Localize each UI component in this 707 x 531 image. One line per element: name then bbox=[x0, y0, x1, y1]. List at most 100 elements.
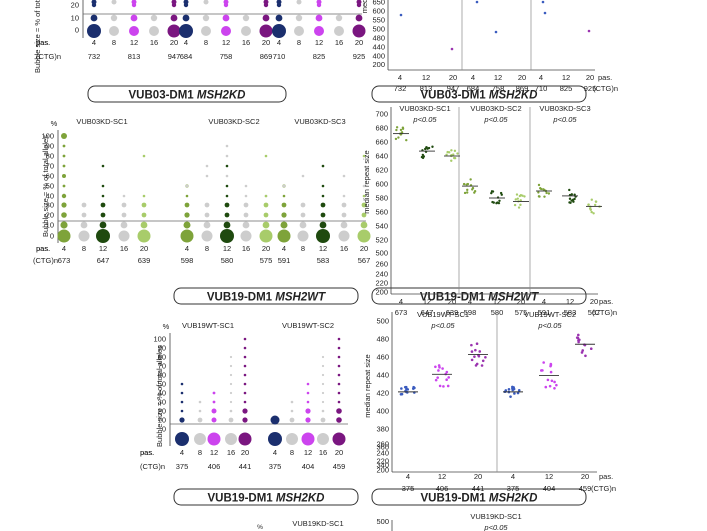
median-point bbox=[394, 137, 398, 141]
bubble-dot bbox=[295, 14, 303, 22]
median-point bbox=[473, 355, 476, 358]
bubble-dot bbox=[204, 212, 210, 218]
bubble-dot bbox=[262, 221, 270, 229]
bubble-dot bbox=[263, 212, 269, 218]
banner-line: VUB03-DM1 bbox=[421, 90, 489, 102]
ctg-value: 647 bbox=[97, 256, 110, 265]
bubble-dot bbox=[225, 184, 229, 188]
median-point bbox=[465, 183, 468, 186]
median-point bbox=[450, 159, 453, 162]
median-ytick: 640 bbox=[375, 152, 388, 161]
median-point bbox=[555, 383, 558, 387]
median-point bbox=[462, 182, 466, 186]
passage-label: 12 bbox=[223, 244, 231, 253]
median-point bbox=[445, 153, 448, 156]
bubble-dot bbox=[179, 417, 185, 423]
bubble-dot bbox=[337, 382, 341, 386]
bubble-dot bbox=[80, 221, 88, 229]
bubble-dot bbox=[315, 14, 323, 22]
median-ytick: 260 bbox=[375, 260, 388, 269]
bubble-dot bbox=[171, 2, 177, 8]
bubble-dot bbox=[264, 194, 268, 198]
bubble-ytick: 0 bbox=[50, 232, 54, 241]
median-ytick: 580 bbox=[375, 194, 388, 203]
pvalue-label: p<0.05 bbox=[552, 115, 577, 124]
bubble-dot bbox=[321, 400, 325, 404]
bubble-main bbox=[268, 432, 282, 446]
bubble-dot bbox=[180, 400, 184, 404]
passage-label: 12 bbox=[494, 73, 502, 82]
panel-banner bbox=[371, 85, 587, 103]
passage-label: 12 bbox=[222, 38, 230, 47]
median-point bbox=[594, 200, 598, 203]
median-point bbox=[577, 340, 580, 344]
ctg-value: 375 bbox=[402, 484, 415, 493]
passage-label: 8 bbox=[290, 448, 294, 457]
panel-banner-text: VUB19-DM1 MSH2KD bbox=[208, 493, 325, 505]
bubble-main bbox=[179, 24, 193, 38]
ctg-value: 591 bbox=[538, 308, 551, 317]
pas-label: pas. bbox=[36, 38, 50, 47]
median-point bbox=[593, 203, 597, 207]
ctg-value: 758 bbox=[492, 84, 505, 93]
median-point bbox=[404, 385, 408, 389]
passage-label: 4 bbox=[282, 244, 286, 253]
bubble-panel-title: VUB19WT-SC2 bbox=[282, 321, 334, 330]
median-point bbox=[568, 197, 572, 200]
median-ytick: 620 bbox=[375, 166, 388, 175]
bubble-main bbox=[129, 26, 139, 36]
passage-label: 20 bbox=[170, 38, 178, 47]
median-point bbox=[422, 155, 426, 158]
pvalue-label: p<0.05 bbox=[483, 523, 508, 531]
median-point bbox=[518, 194, 522, 198]
bubble-dot bbox=[60, 221, 68, 229]
median-point bbox=[466, 191, 469, 194]
bubble-dot bbox=[222, 14, 230, 22]
bubble-dot bbox=[242, 14, 250, 22]
bubble-dot bbox=[361, 202, 367, 208]
bubble-ytick: 10 bbox=[71, 14, 79, 23]
pas-label: pas. bbox=[36, 244, 50, 253]
panel-banner bbox=[87, 85, 287, 103]
median-point bbox=[584, 354, 587, 358]
median-point bbox=[496, 201, 499, 204]
bubble-panel-title: VUB03KD-SC1 bbox=[76, 117, 127, 126]
median-ytick: 480 bbox=[376, 335, 389, 344]
bubble-panel-title: VUB19WT-SC1 bbox=[182, 321, 234, 330]
bubble-dot bbox=[243, 355, 247, 359]
median-point bbox=[447, 376, 451, 379]
median-point bbox=[573, 193, 576, 196]
bubble-dot bbox=[229, 355, 233, 359]
bubble-dot bbox=[341, 212, 347, 218]
bubble-dot bbox=[321, 164, 325, 168]
median-panel-title: VUB03KD-SC1 bbox=[399, 104, 450, 113]
ctg-value: 647 bbox=[421, 308, 434, 317]
median-ytick: 650 bbox=[372, 0, 385, 7]
median-point bbox=[548, 384, 552, 388]
median-ylabel: median repeat size bbox=[362, 150, 371, 213]
bubble-dot bbox=[281, 202, 287, 208]
median-point bbox=[445, 370, 449, 374]
passage-label: 16 bbox=[242, 244, 250, 253]
passage-label: 12 bbox=[562, 73, 570, 82]
median-point bbox=[549, 364, 552, 368]
banner-gene: MSH2KD bbox=[197, 90, 246, 102]
bubble-dot bbox=[101, 184, 105, 188]
bubble-dot bbox=[321, 355, 325, 359]
bubble-dot bbox=[337, 364, 341, 368]
bubble-ytick: 80 bbox=[158, 353, 166, 362]
median-point bbox=[499, 191, 503, 195]
bubble-ylabel: Bubble size = % of total alleles bbox=[33, 0, 42, 73]
bubble-ytick: 60 bbox=[46, 172, 54, 181]
bubble-ytick: 20 bbox=[158, 407, 166, 416]
ctg-value: 575 bbox=[260, 256, 273, 265]
ctg-label: (CTG)n bbox=[593, 84, 618, 93]
median-point bbox=[470, 358, 474, 362]
bubble-dot bbox=[282, 194, 286, 198]
bubble-dot bbox=[282, 184, 286, 188]
passage-label: 16 bbox=[120, 244, 128, 253]
passage-label: 20 bbox=[449, 73, 457, 82]
bubble-dot bbox=[224, 202, 230, 208]
bubble-main bbox=[301, 432, 315, 446]
median-point bbox=[490, 190, 494, 193]
